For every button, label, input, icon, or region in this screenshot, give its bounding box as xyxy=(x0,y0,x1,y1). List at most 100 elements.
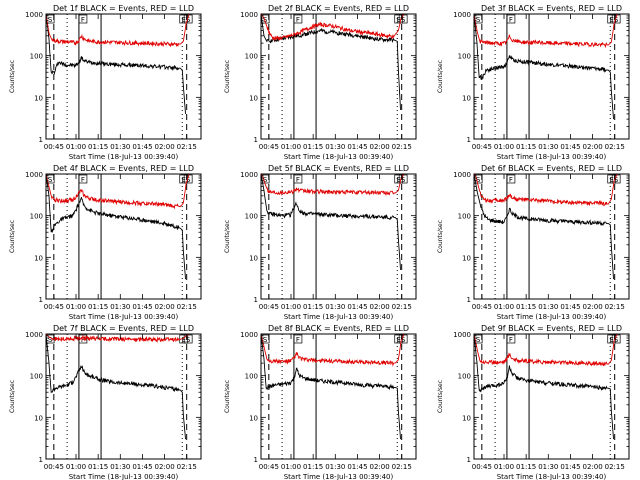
marker-box xyxy=(183,174,193,184)
chart-title: Det 9f BLACK = Events, RED = LLD xyxy=(481,324,622,333)
marker-box xyxy=(78,14,88,24)
x-tick-label: 02:00 xyxy=(369,463,389,471)
x-tick-label: 02:15 xyxy=(605,463,625,471)
marker-label: S xyxy=(614,176,619,184)
x-tick-label: 00:45 xyxy=(472,143,492,151)
series-line-events xyxy=(45,333,186,440)
y-tick-label: 10 xyxy=(34,254,43,262)
plot-frame xyxy=(45,13,202,140)
x-tick-label: 02:00 xyxy=(582,463,602,471)
x-tick-label: 01:45 xyxy=(347,143,367,151)
plot-frame xyxy=(260,173,417,300)
x-tick-label: 02:15 xyxy=(177,303,197,311)
chart-title: Det 6f BLACK = Events, RED = LLD xyxy=(481,164,622,173)
y-tick-label: 100 xyxy=(30,373,43,381)
x-tick-label: 01:45 xyxy=(560,143,580,151)
x-tick-label: 01:15 xyxy=(303,143,323,151)
chart-title: Det 4f BLACK = Events, RED = LLD xyxy=(53,164,194,173)
y-tick-label: 100 xyxy=(245,53,258,61)
x-tick-label: 01:45 xyxy=(347,303,367,311)
marker-box xyxy=(506,14,516,24)
x-tick-label: 01:00 xyxy=(66,463,86,471)
y-tick-label: 1000 xyxy=(453,331,471,339)
x-tick-label: 02:00 xyxy=(154,303,174,311)
series-line-events xyxy=(45,13,186,114)
y-tick-label: 100 xyxy=(245,213,258,221)
y-tick-label: 1000 xyxy=(453,11,471,19)
y-axis-label: Counts/sec xyxy=(9,60,16,93)
x-tick-label: 01:45 xyxy=(132,303,152,311)
x-tick-label: 01:30 xyxy=(325,463,345,471)
y-axis-label: Counts/sec xyxy=(224,380,231,413)
x-tick-label: 01:15 xyxy=(516,303,536,311)
x-axis-label: Start Time (18-Jul-13 00:39:40) xyxy=(284,313,394,321)
x-axis-label: Start Time (18-Jul-13 00:39:40) xyxy=(497,153,607,161)
y-tick-label: 10 xyxy=(462,254,471,262)
y-tick-label: 1 xyxy=(467,456,471,464)
chart-title: Det 7f BLACK = Events, RED = LLD xyxy=(53,324,194,333)
chart-title: Det 1f BLACK = Events, RED = LLD xyxy=(53,4,194,13)
y-tick-label: 100 xyxy=(458,373,471,381)
marker-label: E xyxy=(182,176,186,184)
series-line-events xyxy=(473,333,614,440)
chart-panel: Det 6f BLACK = Events, RED = LLD Start Ti… xyxy=(437,164,630,321)
y-tick-label: 10 xyxy=(462,414,471,422)
marker-box xyxy=(293,334,303,344)
series-line-lld xyxy=(260,13,405,42)
marker-label: S xyxy=(476,16,481,24)
series-line-lld xyxy=(473,13,618,49)
y-tick-label: 1 xyxy=(254,296,258,304)
x-tick-label: 01:30 xyxy=(325,143,345,151)
x-tick-label: 01:30 xyxy=(538,303,558,311)
series-line-lld xyxy=(45,333,190,343)
y-axis-label: Counts/sec xyxy=(437,220,444,253)
y-tick-label: 100 xyxy=(458,213,471,221)
chart-title: Det 5f BLACK = Events, RED = LLD xyxy=(268,164,409,173)
y-tick-label: 1 xyxy=(254,136,258,144)
y-tick-label: 1 xyxy=(39,456,43,464)
x-tick-label: 02:15 xyxy=(392,143,412,151)
chart-panel: Det 2f BLACK = Events, RED = LLD Start Ti… xyxy=(224,4,417,161)
marker-box xyxy=(611,334,621,344)
series-line-events xyxy=(260,173,401,270)
series-line-lld xyxy=(260,173,405,196)
x-axis-label: Start Time (18-Jul-13 00:39:40) xyxy=(69,473,179,480)
marker-box xyxy=(394,334,404,344)
x-tick-label: 00:45 xyxy=(44,463,64,471)
chart-panel: Det 4f BLACK = Events, RED = LLD Start Ti… xyxy=(9,164,202,321)
x-axis-label: Start Time (18-Jul-13 00:39:40) xyxy=(69,313,179,321)
x-tick-label: 02:00 xyxy=(582,303,602,311)
chart-panel: Det 1f BLACK = Events, RED = LLD Start Ti… xyxy=(9,4,202,161)
marker-label: E xyxy=(397,16,401,24)
x-tick-label: 01:15 xyxy=(303,463,323,471)
marker-label: F xyxy=(296,336,300,344)
y-tick-label: 10 xyxy=(34,94,43,102)
marker-box xyxy=(183,14,193,24)
y-tick-label: 100 xyxy=(30,53,43,61)
y-tick-label: 10 xyxy=(249,254,258,262)
x-axis-label: Start Time (18-Jul-13 00:39:40) xyxy=(497,313,607,321)
y-tick-label: 10 xyxy=(249,414,258,422)
series-line-events xyxy=(260,333,401,440)
x-tick-label: 01:00 xyxy=(66,143,86,151)
y-tick-label: 1000 xyxy=(25,11,43,19)
chart-title: Det 2f BLACK = Events, RED = LLD xyxy=(268,4,409,13)
x-tick-label: 02:15 xyxy=(177,463,197,471)
x-tick-label: 01:15 xyxy=(88,303,108,311)
x-tick-label: 01:45 xyxy=(347,463,367,471)
x-tick-label: 01:15 xyxy=(303,303,323,311)
x-tick-label: 01:00 xyxy=(494,463,514,471)
y-tick-label: 100 xyxy=(245,373,258,381)
y-tick-label: 1 xyxy=(467,296,471,304)
plot-frame xyxy=(473,333,630,460)
y-tick-label: 10 xyxy=(462,94,471,102)
marker-label: S xyxy=(48,16,53,24)
series-line-lld xyxy=(45,173,190,210)
y-axis-label: Counts/sec xyxy=(224,220,231,253)
chart-title: Det 8f BLACK = Events, RED = LLD xyxy=(268,324,409,333)
x-tick-label: 00:45 xyxy=(472,463,492,471)
chart-panel: Det 5f BLACK = Events, RED = LLD Start Ti… xyxy=(224,164,417,321)
marker-label: E xyxy=(610,176,614,184)
x-axis-label: Start Time (18-Jul-13 00:39:40) xyxy=(69,153,179,161)
plot-frame xyxy=(45,173,202,300)
